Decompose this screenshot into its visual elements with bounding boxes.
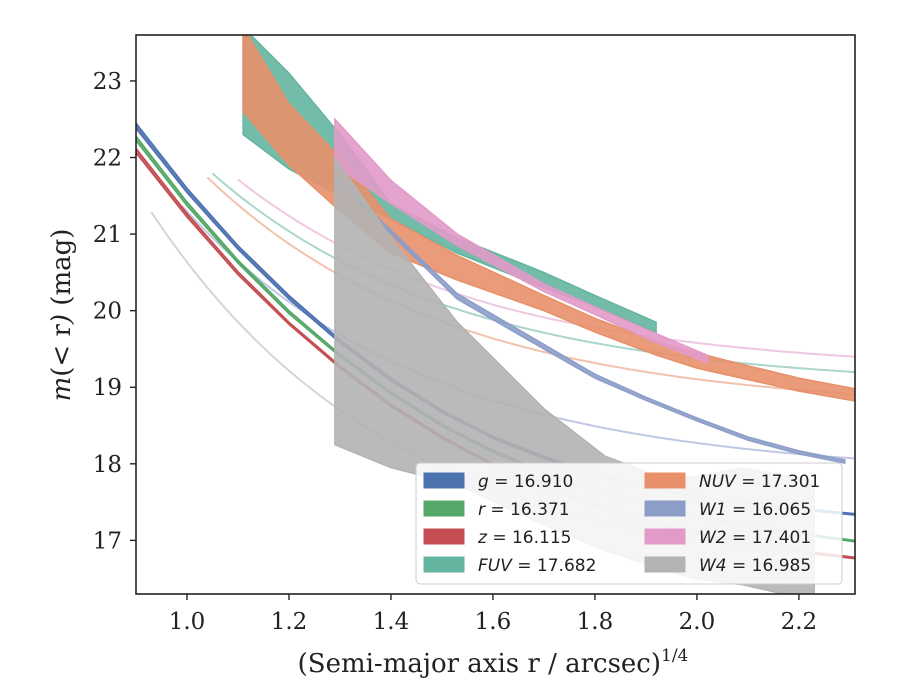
- legend-swatch-w1: [644, 500, 686, 517]
- legend-swatch-fuv: [423, 556, 465, 573]
- legend-label-r: r = 16.371: [478, 500, 570, 520]
- legend-frame: [415, 462, 843, 585]
- x-tick-label: 1.0: [169, 609, 206, 635]
- x-tick-label: 1.2: [271, 609, 308, 635]
- legend-label-w4: W4 = 16.985: [699, 556, 811, 576]
- y-tick-label: 22: [93, 146, 122, 172]
- y-tick-label: 23: [93, 69, 122, 95]
- legend-label-fuv: FUV = 17.682: [478, 556, 596, 576]
- x-tick-label: 1.8: [577, 609, 614, 635]
- legend-label-g: g = 16.910: [478, 472, 573, 492]
- legend-swatch-g: [423, 472, 465, 489]
- y-axis-label: m(< r) (mag): [47, 229, 77, 402]
- plot-frame: [135, 34, 856, 595]
- band-w2: [334, 117, 708, 364]
- legend-swatch-z: [423, 528, 465, 545]
- legend-label-w1: W1 = 16.065: [699, 500, 811, 520]
- y-tick-label: 18: [93, 452, 122, 478]
- legend-swatch-nuv: [644, 472, 686, 489]
- y-tick-label: 21: [93, 222, 122, 248]
- y-axis: 17 18 19 20 21 22 23: [93, 69, 136, 554]
- x-tick-label: 2.2: [781, 609, 818, 635]
- legend-label-z: z = 16.115: [477, 528, 571, 548]
- x-axis-label: (Semi-major axis r / arcsec)1/4: [298, 646, 689, 679]
- x-tick-label: 1.4: [373, 609, 410, 635]
- curve-fuv: [211, 172, 855, 374]
- x-tick-label: 2.0: [679, 609, 716, 635]
- legend-swatch-w4: [644, 556, 686, 573]
- x-tick-label: 1.6: [475, 609, 512, 635]
- x-axis: 1.0 1.2 1.4 1.6 1.8 2.0 2.2: [169, 594, 817, 635]
- legend-label-w2: W2 = 17.401: [699, 528, 811, 548]
- legend-swatch-r: [423, 500, 465, 517]
- legend: g = 16.910 r = 16.371 z = 16.115 FUV = 17.6…: [415, 462, 843, 585]
- band-w1: [334, 174, 846, 465]
- curve-nuv: [206, 176, 855, 395]
- y-tick-label: 19: [93, 375, 122, 401]
- legend-swatch-w2: [644, 528, 686, 545]
- y-tick-label: 17: [93, 528, 122, 554]
- y-tick-label: 20: [93, 299, 122, 325]
- legend-label-nuv: NUV = 17.301: [699, 472, 820, 492]
